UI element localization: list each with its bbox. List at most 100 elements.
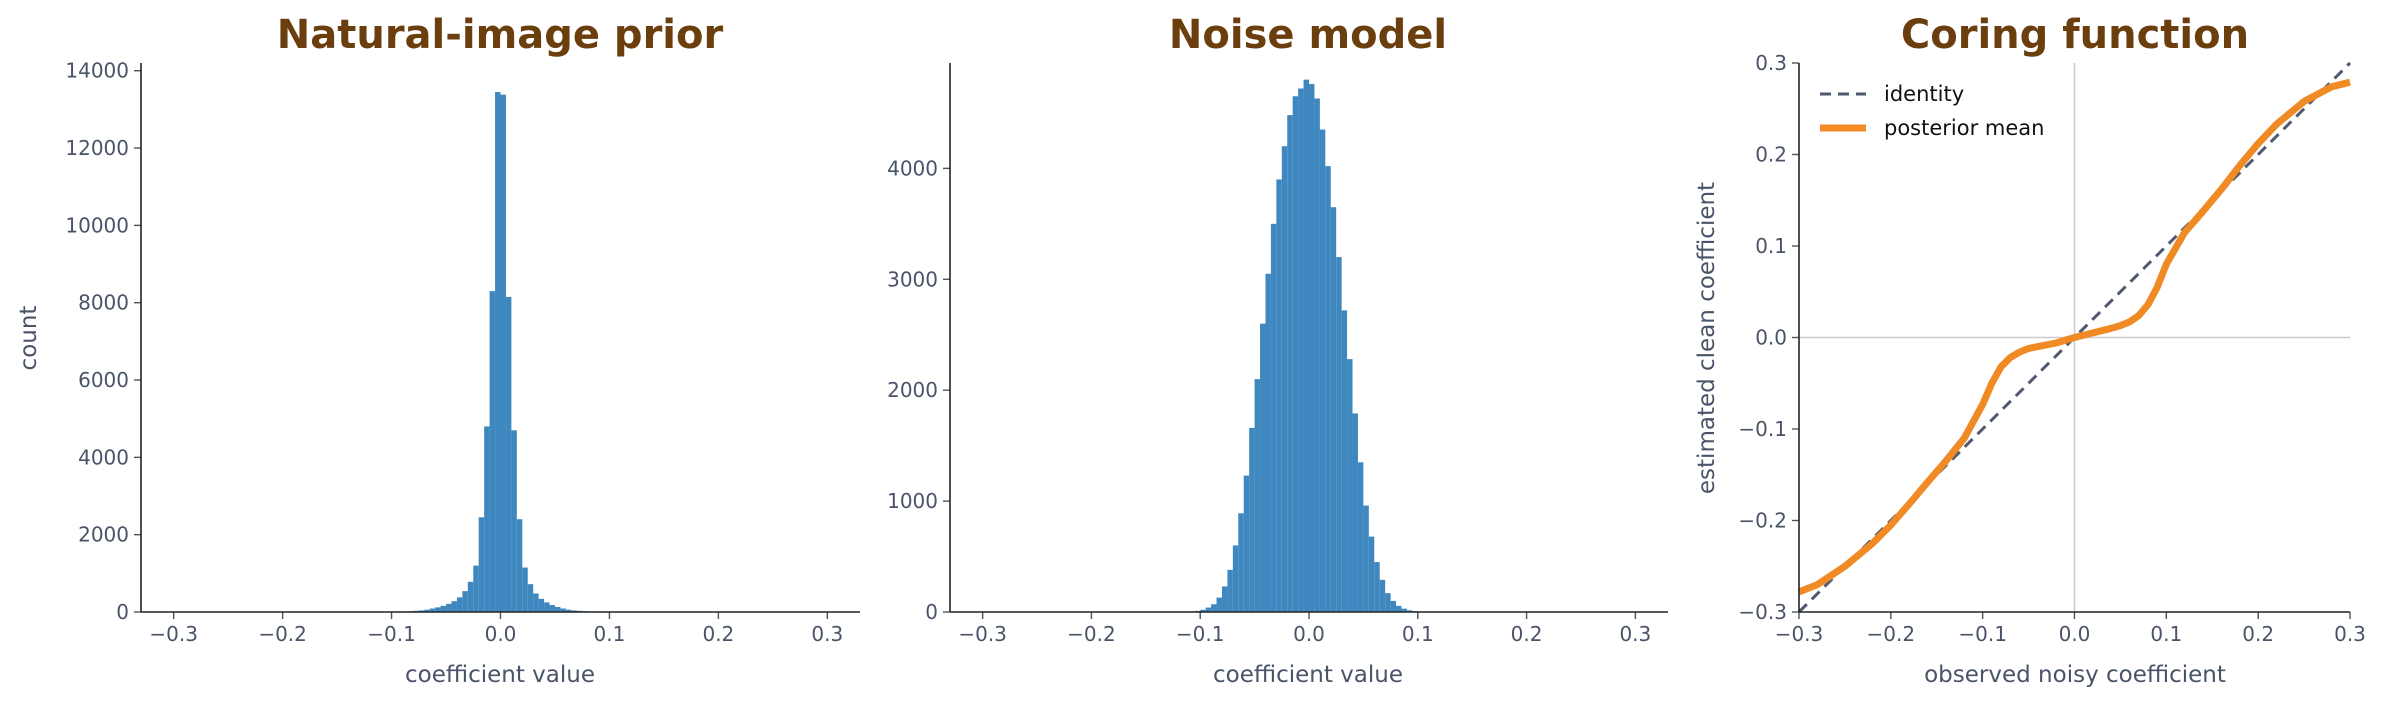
y-axis-ticks: 0 2000 4000 6000 8000 10000 12000 14000 xyxy=(65,59,141,624)
x-axis-label: coefficient value xyxy=(1213,662,1403,688)
histogram-bar xyxy=(456,597,463,612)
x-tick-label: −0.2 xyxy=(258,622,307,646)
histogram-bar xyxy=(522,567,528,612)
histogram-bar xyxy=(1221,586,1228,612)
histogram-bar xyxy=(1363,505,1369,612)
histogram-bar xyxy=(1292,96,1299,613)
x-tick-label: −0.3 xyxy=(149,622,198,646)
histogram-bar xyxy=(1254,379,1261,612)
y-tick-label: 2000 xyxy=(78,523,129,547)
histogram-bar xyxy=(473,565,479,612)
histogram-bar xyxy=(1243,475,1250,612)
histogram-bar xyxy=(511,430,517,612)
histogram-bar xyxy=(1260,323,1266,612)
histogram-bar xyxy=(1309,84,1315,612)
histogram-bar xyxy=(440,605,447,612)
histogram-bar xyxy=(1298,88,1304,612)
histogram-bar xyxy=(1249,427,1255,612)
histogram-bar xyxy=(1270,223,1277,612)
histogram-bar xyxy=(1238,513,1244,612)
y-axis-label: count xyxy=(16,306,42,371)
histogram-bar xyxy=(1341,310,1348,612)
x-tick-label: 0.1 xyxy=(1402,622,1434,646)
histogram-bar xyxy=(500,94,506,612)
histogram-bar xyxy=(1347,359,1353,612)
y-tick-label: 8000 xyxy=(78,291,129,315)
histogram-bar xyxy=(544,602,550,612)
chart-natural-image-prior: Natural-image prior −0.3 −0.2 −0.1 0.0 0.1 0.… xyxy=(16,12,860,688)
y-tick-label: 1000 xyxy=(887,489,938,513)
histogram-bar xyxy=(1325,166,1331,613)
histogram-bar xyxy=(478,517,485,612)
histogram-bar xyxy=(549,605,555,612)
histogram-bar xyxy=(1276,179,1282,613)
histogram-bar xyxy=(1330,207,1337,612)
x-tick-label: 0.0 xyxy=(485,622,517,646)
histogram-bars xyxy=(1194,79,1424,613)
histogram-bar xyxy=(424,609,430,612)
y-tick-label: 0.1 xyxy=(1755,234,1787,258)
histogram-bar xyxy=(538,598,545,612)
x-tick-label: 0.3 xyxy=(811,622,843,646)
histogram-bar xyxy=(1303,79,1309,613)
chart-title: Natural-image prior xyxy=(277,12,724,58)
legend: identity posterior mean xyxy=(1820,82,2044,140)
histogram-bar xyxy=(1205,607,1212,612)
y-tick-label: 10000 xyxy=(65,213,129,237)
x-axis-label: coefficient value xyxy=(405,662,595,688)
histogram-bar xyxy=(429,608,436,612)
y-tick-label: 2000 xyxy=(887,378,938,402)
x-tick-label: −0.3 xyxy=(1775,622,1824,646)
x-tick-label: −0.2 xyxy=(1067,622,1116,646)
y-tick-label: 12000 xyxy=(65,136,129,160)
x-axis-label: observed noisy coefficient xyxy=(1924,662,2226,688)
y-tick-label: −0.3 xyxy=(1738,600,1787,624)
x-tick-label: −0.2 xyxy=(1867,622,1916,646)
histogram-bar xyxy=(533,593,539,612)
histogram-bar xyxy=(554,606,561,612)
x-tick-label: 0.0 xyxy=(1293,622,1325,646)
histogram-bar xyxy=(1216,597,1222,612)
legend-label-posterior-mean: posterior mean xyxy=(1884,116,2044,140)
histogram-bar xyxy=(451,601,457,612)
y-tick-label: 0.2 xyxy=(1755,143,1787,167)
histogram-bar xyxy=(1227,569,1233,612)
histogram-bar xyxy=(1401,608,1407,612)
histogram-bar xyxy=(1352,413,1358,612)
y-tick-label: 0.0 xyxy=(1755,326,1787,350)
histogram-bar xyxy=(560,608,566,612)
histogram-bar xyxy=(1406,610,1413,612)
y-tick-label: 6000 xyxy=(78,368,129,392)
x-tick-label: 0.1 xyxy=(2150,622,2182,646)
y-tick-label: 14000 xyxy=(65,59,129,83)
chart-noise-model: Noise model −0.3 −0.2 −0.1 0.0 0.1 0.2 0.3 0 10… xyxy=(887,12,1668,688)
chart-title: Coring function xyxy=(1901,12,2249,58)
x-tick-label: 0.2 xyxy=(1511,622,1543,646)
x-tick-label: 0.0 xyxy=(2059,622,2091,646)
histogram-bar xyxy=(1357,462,1364,612)
histogram-bar xyxy=(495,91,501,613)
y-tick-label: 0.3 xyxy=(1755,51,1787,75)
histogram-bar xyxy=(1287,115,1293,613)
histogram-bar xyxy=(1390,600,1397,612)
legend-label-identity: identity xyxy=(1884,82,1964,106)
histogram-bar xyxy=(1265,273,1271,612)
histogram-bar xyxy=(467,581,474,612)
histogram-bar xyxy=(565,609,572,612)
x-tick-label: 0.3 xyxy=(2334,622,2366,646)
histogram-bar xyxy=(1368,536,1375,612)
x-tick-label: −0.1 xyxy=(367,622,416,646)
x-tick-label: 0.2 xyxy=(702,622,734,646)
y-axis-ticks: −0.3 −0.2 −0.1 0.0 0.1 0.2 0.3 xyxy=(1738,51,1799,624)
histogram-bar xyxy=(1385,593,1391,612)
histogram-bar xyxy=(1232,545,1239,612)
histogram-bar xyxy=(462,591,468,612)
chart-title: Noise model xyxy=(1169,12,1447,58)
chart-coring-function: Coring function −0.3 −0.2 −0.1 0.0 0.1 0.2 0.3… xyxy=(1694,12,2366,688)
x-tick-label: 0.3 xyxy=(1619,622,1651,646)
y-axis-ticks: 0 1000 2000 3000 4000 xyxy=(887,156,950,624)
series-line-posterior-mean xyxy=(1797,78,2351,596)
histogram-bar xyxy=(1319,129,1326,612)
histogram-bar xyxy=(1200,609,1206,612)
y-tick-label: −0.2 xyxy=(1738,509,1787,533)
